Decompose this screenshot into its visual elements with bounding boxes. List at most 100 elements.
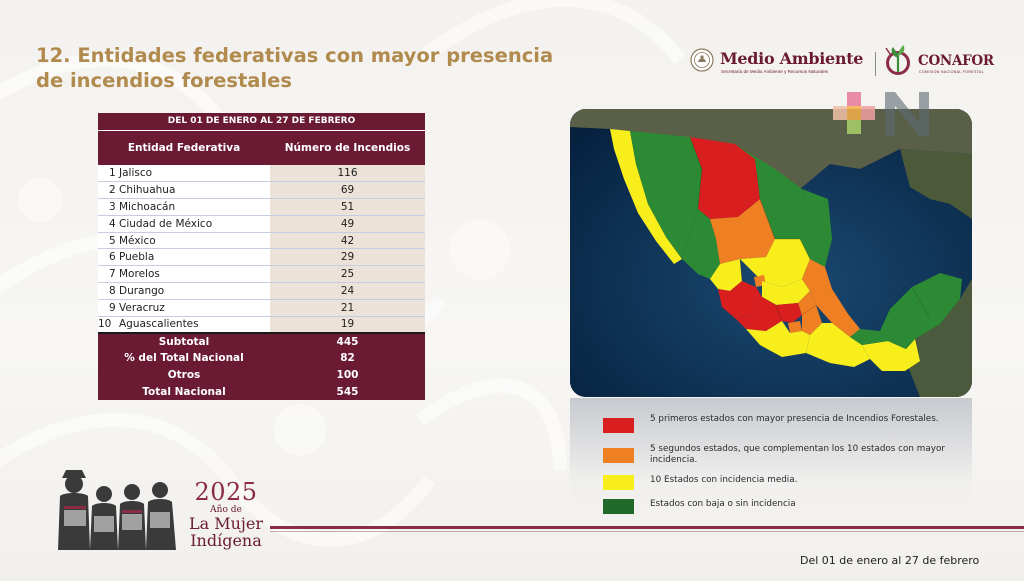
tamaulipas	[800, 189, 832, 267]
table-header-row: Entidad Federativa Número de Incendios	[98, 130, 425, 165]
summary-label: Subtotal	[98, 332, 270, 350]
rank-cell: 1	[98, 165, 115, 183]
veracruz	[802, 259, 860, 337]
summary-row: Total Nacional 545	[98, 383, 425, 401]
entity-column-header: Entidad Federativa	[98, 130, 270, 165]
partner-subtitle: COMISIÓN NACIONAL FORESTAL	[919, 70, 984, 74]
summary-value: 445	[270, 332, 425, 350]
table-row: 6 Puebla 29	[98, 248, 425, 267]
count-cell: 24	[270, 282, 425, 300]
count-column-header: Número de Incendios	[270, 130, 425, 165]
summary-value: 82	[270, 349, 425, 367]
year-theme-line2: Indígena	[190, 531, 262, 550]
table-row: 2 Chihuahua 69	[98, 181, 425, 200]
medio-ambiente-logo: Medio Ambiente Secretaría de Medio Ambie…	[690, 46, 870, 78]
count-cell: 116	[270, 165, 425, 183]
table-row: 3 Michoacán 51	[98, 198, 425, 216]
table-row: 4 Ciudad de México 49	[98, 215, 425, 233]
year-logo: 2025 Año de La Mujer Indígena	[186, 480, 266, 550]
legend-label: 5 primeros estados con mayor presencia d…	[650, 414, 939, 424]
rank-cell: 2	[98, 181, 115, 200]
entity-cell: Ciudad de México	[115, 215, 270, 233]
table-row: 7 Morelos 25	[98, 265, 425, 284]
year-number: 2025	[194, 478, 258, 506]
incidents-table: DEL 01 DE ENERO AL 27 DE FEBRERO Entidad…	[98, 113, 425, 401]
legend-label: Estados con baja o sin incidencia	[650, 499, 796, 509]
rank-cell: 6	[98, 248, 115, 267]
summary-label: % del Total Nacional	[98, 349, 270, 367]
entity-cell: Michoacán	[115, 198, 270, 216]
summary-row: % del Total Nacional 82	[98, 349, 425, 367]
morelos	[788, 321, 802, 333]
period-label: DEL 01 DE ENERO AL 27 DE FEBRERO	[98, 113, 425, 131]
summary-label: Total Nacional	[98, 383, 270, 401]
coahuila	[735, 144, 815, 239]
bajio	[762, 279, 810, 305]
map-svg	[570, 109, 972, 397]
count-cell: 42	[270, 232, 425, 250]
summary-label: Otros	[98, 366, 270, 384]
year-label: Año de	[210, 505, 242, 515]
michoacan	[736, 297, 782, 331]
indigenous-women-illustration	[58, 470, 176, 550]
durango	[710, 199, 775, 264]
rank-cell: 10	[98, 316, 115, 334]
legend-label: 10 Estados con incidencia media.	[650, 475, 798, 485]
nayarit	[710, 259, 742, 291]
count-cell: 25	[270, 265, 425, 284]
rank-cell: 5	[98, 232, 115, 250]
entity-cell: Veracruz	[115, 299, 270, 317]
legend-swatch-yellow	[603, 475, 634, 490]
table-row: 9 Veracruz 21	[98, 299, 425, 317]
central-america-land	[905, 279, 972, 397]
count-cell: 29	[270, 248, 425, 267]
table-row: 10 Aguascalientes 19	[98, 316, 425, 334]
sonora	[630, 131, 702, 259]
jalisco	[718, 281, 762, 319]
chihuahua	[690, 137, 760, 219]
period-row: DEL 01 DE ENERO AL 27 DE FEBRERO	[98, 113, 425, 131]
usa-land	[570, 109, 972, 189]
summary-row: Otros 100	[98, 366, 425, 384]
footer-date-range: Del 01 de enero al 27 de febrero	[800, 554, 980, 567]
table-row: 5 México 42	[98, 232, 425, 250]
agency-subtitle: Secretaría de Medio Ambiente y Recursos …	[721, 69, 828, 74]
entity-cell: Jalisco	[115, 165, 270, 183]
entity-cell: Aguascalientes	[115, 316, 270, 334]
zacatecas-slp	[740, 239, 810, 287]
table-row: 1 Jalisco 116	[98, 165, 425, 183]
entity-cell: Durango	[115, 282, 270, 300]
entity-cell: Chihuahua	[115, 181, 270, 200]
agency-name: Medio Ambiente	[720, 49, 864, 68]
oaxaca	[806, 323, 870, 367]
count-cell: 51	[270, 198, 425, 216]
year-theme-line1: La Mujer	[188, 514, 263, 533]
count-cell: 19	[270, 316, 425, 334]
puebla	[798, 291, 822, 335]
estado-de-mexico	[776, 303, 802, 323]
footer-divider-thin	[270, 531, 1024, 532]
summary-value: 100	[270, 366, 425, 384]
entity-cell: México	[115, 232, 270, 250]
summary-value: 545	[270, 383, 425, 401]
florida-land	[900, 149, 972, 219]
yucatan-peninsula	[880, 273, 962, 349]
count-cell: 69	[270, 181, 425, 200]
legend-label: 5 segundos estados, que complementan los…	[650, 444, 945, 466]
partner-name: CONAFOR	[918, 53, 994, 69]
legend-swatch-red	[603, 418, 634, 433]
entity-cell: Morelos	[115, 265, 270, 284]
slide-title: 12. Entidades federativas con mayor pres…	[36, 44, 554, 92]
entity-cell: Puebla	[115, 248, 270, 267]
mexico-seal-icon	[690, 48, 714, 72]
logo-separator	[875, 52, 876, 76]
sinaloa	[682, 209, 720, 279]
rank-cell: 9	[98, 299, 115, 317]
conafor-logo: CONAFOR COMISIÓN NACIONAL FORESTAL	[882, 44, 1002, 78]
count-cell: 49	[270, 215, 425, 233]
tabasco	[850, 329, 888, 345]
mexico-incidence-map	[570, 109, 972, 397]
count-cell: 21	[270, 299, 425, 317]
footer-divider	[270, 526, 1024, 529]
